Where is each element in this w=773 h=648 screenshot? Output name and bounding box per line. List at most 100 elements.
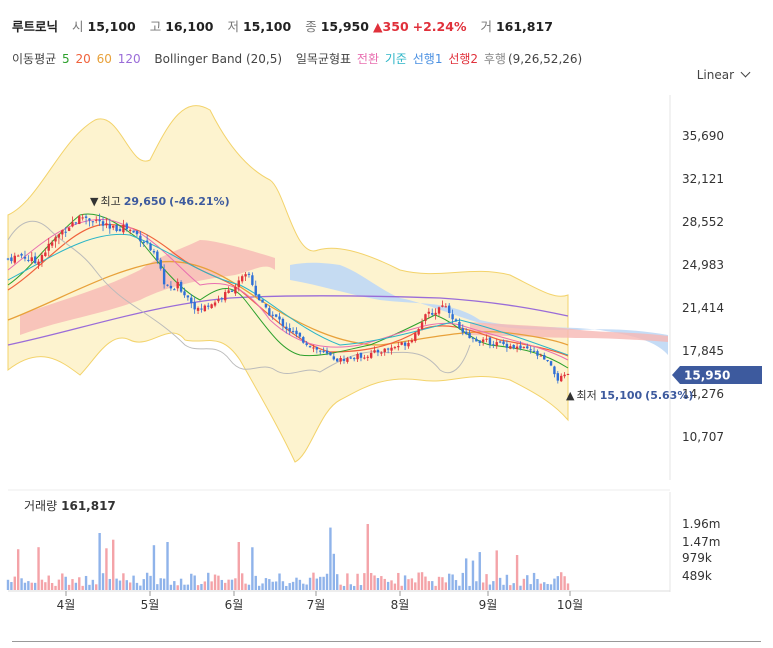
volume-bar [105, 548, 108, 590]
volume-bar [156, 584, 159, 590]
volume-bar [424, 576, 427, 590]
volume-bar [285, 585, 288, 590]
volume-bar [295, 577, 298, 590]
ichimoku-params: (9,26,52,26) [507, 52, 583, 66]
bollinger-band [7, 105, 569, 463]
volume-bar [95, 584, 98, 590]
candle [373, 346, 376, 354]
candle [302, 335, 305, 344]
volume-bar [393, 583, 397, 590]
volume-bar [325, 573, 329, 590]
volume-bar [312, 572, 315, 590]
candle [495, 338, 498, 349]
volume-tick-label: 979k [682, 551, 712, 565]
candle [115, 223, 118, 233]
volume-series: 1.96m 1.47m 979k 489k [6, 517, 720, 590]
candle [356, 352, 359, 362]
volume-bar [427, 581, 431, 590]
candle [220, 296, 224, 303]
candle [458, 318, 461, 330]
volume-bar [251, 547, 254, 590]
low-label: 저 [227, 19, 239, 34]
ma120-legend[interactable]: 120 [117, 52, 141, 66]
candle [84, 214, 88, 225]
candle [135, 230, 139, 237]
volume-bar [61, 573, 64, 590]
volume-bar [475, 581, 478, 590]
ma60-legend[interactable]: 60 [96, 52, 112, 66]
candle [10, 253, 13, 264]
volume-bar [349, 584, 352, 590]
ma5-line [7, 213, 569, 369]
volume-bar [308, 577, 312, 590]
candle [349, 356, 352, 360]
volume-bar [74, 582, 78, 590]
candle [532, 347, 536, 353]
volume-bar [54, 585, 57, 590]
close-value: 15,950 [320, 19, 369, 34]
candle [50, 240, 54, 249]
ichimoku-label[interactable]: 일목균형표 [295, 52, 352, 66]
ma5-legend[interactable]: 5 [62, 52, 70, 66]
candle [556, 370, 560, 384]
volume-bar [488, 584, 492, 590]
candle [125, 222, 128, 232]
candle [264, 303, 268, 309]
volume-bar [115, 578, 118, 590]
volume-bar [529, 584, 532, 590]
volume-bar [78, 577, 81, 590]
candle [227, 286, 230, 294]
volume-bar [434, 585, 437, 590]
volume-bar [464, 558, 468, 590]
candle [471, 336, 475, 343]
volume-bar [186, 584, 190, 590]
volume-bar [13, 576, 16, 590]
ma20-legend[interactable]: 20 [75, 52, 91, 66]
candle [492, 340, 495, 349]
volume-bar [291, 581, 295, 590]
bollinger-legend[interactable]: Bollinger Band (20,5) [154, 52, 283, 66]
candle [281, 317, 285, 331]
volume-bar [10, 582, 13, 590]
candle [251, 272, 254, 287]
candle [312, 344, 315, 353]
volume-bar [237, 542, 240, 590]
candle [257, 293, 261, 301]
candle [230, 289, 234, 292]
kijun-line [7, 233, 569, 356]
month-tick-label: 7월 [307, 598, 326, 612]
candle [339, 355, 342, 365]
candle [512, 344, 515, 350]
candle [149, 242, 152, 252]
volume-bar [451, 574, 454, 590]
candle [461, 324, 464, 336]
volume-bar [268, 579, 271, 590]
candle [67, 226, 71, 232]
candle [519, 341, 522, 351]
candle [386, 347, 390, 354]
volume-bar [359, 585, 363, 590]
candle [166, 284, 169, 287]
candle [132, 230, 135, 233]
volume-bar [50, 582, 54, 590]
scale-selector[interactable]: Linear [697, 67, 751, 82]
candle [210, 303, 213, 309]
volume-bar [448, 573, 451, 590]
volume-bar [98, 533, 101, 590]
candle [74, 221, 78, 225]
indicator-legend: 이동평균 5 20 60 120 Bollinger Band (20,5) 일… [12, 50, 584, 67]
volume-bar [560, 572, 563, 590]
candle [118, 225, 122, 232]
candle [298, 332, 302, 339]
volume-bar [142, 579, 145, 590]
volume-bar [128, 582, 132, 590]
volume-bar [431, 581, 434, 590]
volume-bar [495, 550, 498, 590]
volume-bar [210, 581, 213, 590]
candle [240, 274, 244, 284]
volume-bar [230, 579, 234, 590]
candle [359, 352, 363, 362]
volume-bar [332, 553, 336, 590]
candle [268, 305, 271, 316]
